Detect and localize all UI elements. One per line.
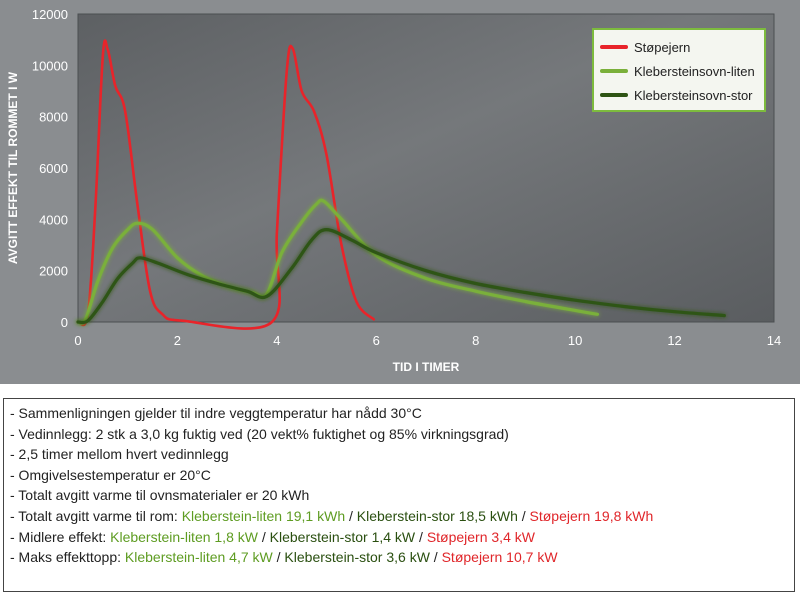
x-tick-label: 0 bbox=[74, 333, 81, 348]
note-line: - Midlere effekt: Kleberstein-liten 1,8 … bbox=[10, 527, 788, 548]
note-line: - Maks effekttopp: Kleberstein-liten 4,7… bbox=[10, 547, 788, 568]
legend-item: Støpejern bbox=[600, 35, 758, 59]
note-text: Kleberstein-stor 3,6 kW bbox=[284, 549, 430, 566]
note-text: Støpejern 19,8 kWh bbox=[529, 507, 654, 524]
series-line-kleberstein-stor bbox=[76, 228, 726, 325]
note-text: - Totalt avgitt varme til ovnsmaterialer… bbox=[10, 487, 310, 504]
note-text: - Maks effekttopp: bbox=[10, 549, 125, 566]
note-text: Kleberstein-liten 4,7 kW bbox=[124, 549, 273, 566]
y-tick-label: 8000 bbox=[39, 110, 68, 125]
y-tick-label: 10000 bbox=[32, 58, 68, 73]
y-tick-label: 6000 bbox=[39, 161, 68, 176]
y-tick-label: 0 bbox=[61, 315, 68, 330]
note-text: Kleberstein-stor 18,5 kWh bbox=[356, 507, 518, 524]
note-text: - Totalt avgitt varme til rom: bbox=[10, 507, 182, 524]
x-tick-label: 4 bbox=[273, 333, 280, 348]
notes-box: - Sammenligningen gjelder til indre vegg… bbox=[3, 398, 795, 592]
note-text: / bbox=[345, 507, 357, 524]
x-tick-label: 6 bbox=[373, 333, 380, 348]
note-text: / bbox=[517, 507, 530, 524]
note-line: - Totalt avgitt varme til rom: Kleberste… bbox=[10, 506, 788, 527]
x-tick-label: 10 bbox=[568, 333, 582, 348]
x-tick-label: 8 bbox=[472, 333, 479, 348]
legend-item: Klebersteinsovn-liten bbox=[600, 59, 758, 83]
note-line: - Sammenligningen gjelder til indre vegg… bbox=[10, 403, 788, 424]
y-tick-label: 12000 bbox=[32, 7, 68, 22]
chart-panel: 0 2 4 6 8 10 12 14 0 2000 4000 6000 8000 10000 12000 T… bbox=[0, 0, 800, 384]
note-text: - Midlere effekt: bbox=[10, 528, 111, 545]
note-text: Støpejern 3,4 kW bbox=[426, 528, 535, 545]
note-text: / bbox=[429, 549, 442, 566]
note-text: Kleberstein-liten 1,8 kW bbox=[110, 528, 258, 545]
note-line: - Omgivelsestemperatur er 20°C bbox=[10, 465, 788, 486]
chart-legend: Støpejern Klebersteinsovn-liten Kleberstei… bbox=[592, 28, 766, 112]
note-text: Kleberstein-stor 1,4 kW bbox=[269, 528, 416, 545]
y-tick-label: 2000 bbox=[39, 264, 68, 279]
note-text: - Omgivelsestemperatur er 20°C bbox=[10, 466, 211, 483]
legend-label: Klebersteinsovn-liten bbox=[634, 63, 755, 79]
note-text: / bbox=[415, 528, 427, 545]
x-tick-label: 14 bbox=[767, 333, 781, 348]
series-line-stopejern bbox=[76, 39, 376, 330]
note-line: - 2,5 timer mellom hvert vedinnlegg bbox=[10, 444, 788, 465]
note-text: / bbox=[272, 549, 285, 566]
legend-swatch bbox=[600, 45, 628, 49]
x-axis-label: TID I TIMER bbox=[393, 360, 460, 374]
note-text: Støpejern 10,7 kW bbox=[441, 549, 558, 566]
note-text: - Sammenligningen gjelder til indre vegg… bbox=[10, 405, 422, 421]
legend-swatch bbox=[600, 93, 628, 97]
x-tick-label: 12 bbox=[667, 333, 681, 348]
legend-swatch bbox=[600, 69, 628, 73]
note-text: Kleberstein-liten 19,1 kWh bbox=[181, 507, 346, 524]
note-text: - Vedinnlegg: 2 stk a 3,0 kg fuktig ved … bbox=[10, 425, 509, 442]
note-text: - 2,5 timer mellom hvert vedinnlegg bbox=[10, 446, 229, 463]
note-line: - Vedinnlegg: 2 stk a 3,0 kg fuktig ved … bbox=[10, 424, 788, 445]
y-axis-label: AVGITT EFFEKT TIL ROMMET I W bbox=[6, 71, 20, 264]
note-line: - Totalt avgitt varme til ovnsmaterialer… bbox=[10, 485, 788, 506]
note-text: / bbox=[257, 528, 270, 545]
legend-label: Klebersteinsovn-stor bbox=[634, 87, 753, 103]
x-tick-label: 2 bbox=[174, 333, 181, 348]
legend-label: Støpejern bbox=[634, 39, 691, 55]
legend-item: Klebersteinsovn-stor bbox=[600, 83, 758, 107]
series-line-kleberstein-liten bbox=[76, 198, 600, 325]
y-tick-label: 4000 bbox=[39, 212, 68, 227]
